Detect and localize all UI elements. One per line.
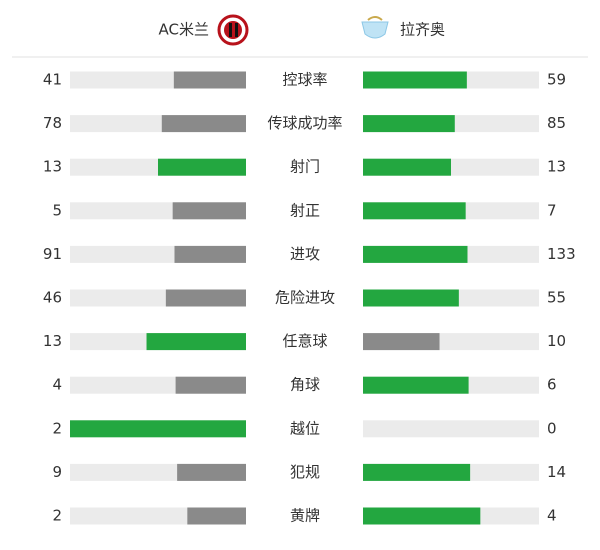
stat-label: 黄牌 bbox=[290, 507, 320, 525]
home-value: 91 bbox=[43, 245, 62, 263]
away-value: 59 bbox=[547, 71, 566, 89]
away-value: 0 bbox=[547, 419, 557, 437]
stat-label: 传球成功率 bbox=[267, 114, 342, 132]
home-value: 2 bbox=[52, 507, 62, 525]
home-bar bbox=[187, 507, 246, 525]
home-logo bbox=[217, 14, 249, 46]
away-value: 7 bbox=[547, 201, 557, 219]
away-value: 14 bbox=[547, 463, 566, 481]
stat-label: 任意球 bbox=[282, 332, 327, 350]
home-value: 9 bbox=[52, 463, 62, 481]
away-value: 55 bbox=[547, 289, 566, 307]
home-bar bbox=[70, 420, 246, 438]
away-bar bbox=[363, 71, 467, 89]
home-value: 13 bbox=[43, 332, 62, 350]
home-bar bbox=[175, 376, 246, 394]
stat-label: 危险进攻 bbox=[275, 289, 335, 307]
stat-label: 射门 bbox=[290, 158, 320, 176]
stat-label: 射正 bbox=[290, 201, 320, 219]
home-value: 41 bbox=[43, 71, 62, 89]
home-bar bbox=[172, 202, 246, 220]
away-logo bbox=[361, 16, 389, 39]
home-team-name: AC米兰 bbox=[159, 21, 209, 39]
away-bar bbox=[363, 115, 455, 133]
home-value: 78 bbox=[43, 114, 62, 132]
away-bar bbox=[363, 463, 471, 481]
stat-label: 进攻 bbox=[290, 245, 320, 263]
stat-label: 犯规 bbox=[290, 463, 320, 481]
home-value: 5 bbox=[52, 201, 62, 219]
home-bar bbox=[146, 333, 246, 351]
away-value: 10 bbox=[547, 332, 566, 350]
away-bar bbox=[363, 158, 451, 176]
home-bar bbox=[174, 245, 246, 263]
away-value: 13 bbox=[547, 158, 566, 176]
home-bar bbox=[173, 71, 246, 89]
home-bar bbox=[177, 463, 246, 481]
stat-label: 角球 bbox=[290, 376, 320, 394]
away-value: 133 bbox=[547, 245, 576, 263]
home-bar bbox=[161, 115, 246, 133]
home-bar bbox=[158, 158, 246, 176]
away-team-name: 拉齐奥 bbox=[400, 21, 445, 39]
away-value: 85 bbox=[547, 114, 566, 132]
away-bar bbox=[363, 202, 466, 220]
stat-label: 控球率 bbox=[282, 71, 327, 89]
away-value: 4 bbox=[547, 507, 557, 525]
away-bar bbox=[363, 289, 459, 307]
away-bar bbox=[363, 333, 440, 351]
home-value: 2 bbox=[52, 419, 62, 437]
home-value: 46 bbox=[43, 289, 62, 307]
away-value: 6 bbox=[547, 376, 557, 394]
away-bar bbox=[363, 245, 468, 263]
away-bar bbox=[363, 507, 481, 525]
home-bar bbox=[165, 289, 246, 307]
bar-track bbox=[363, 420, 539, 438]
stat-label: 越位 bbox=[290, 419, 320, 437]
away-bar bbox=[363, 376, 469, 394]
home-value: 4 bbox=[52, 376, 62, 394]
home-value: 13 bbox=[43, 158, 62, 176]
